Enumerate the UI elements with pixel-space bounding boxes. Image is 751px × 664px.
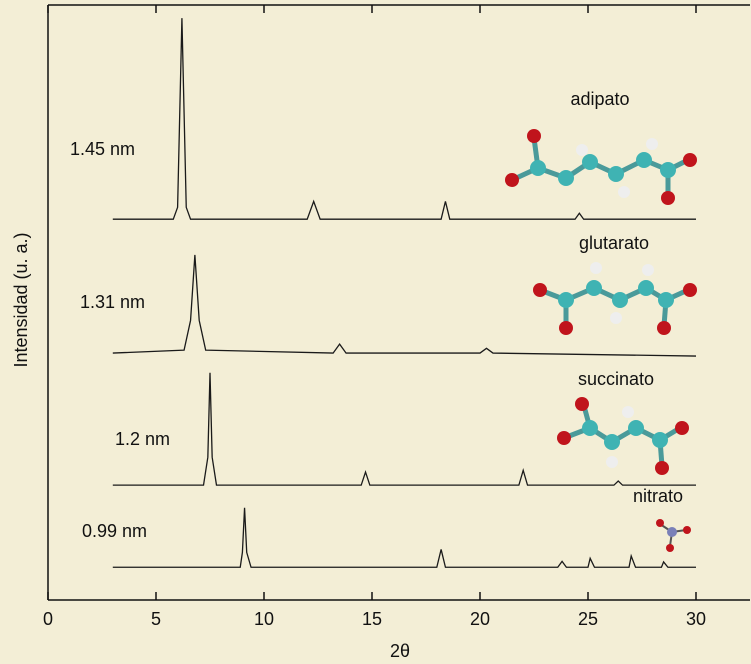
trace-name: adipato bbox=[570, 89, 629, 109]
x-tick-label: 10 bbox=[254, 609, 274, 629]
d-spacing-label: 1.2 nm bbox=[115, 429, 170, 449]
trace-name: glutarato bbox=[579, 233, 649, 253]
chart: Intensidad (u. a.) 2θ 0 5 10 15 20 25 30 adipat… bbox=[0, 0, 751, 664]
x-axis-label: 2θ bbox=[390, 641, 410, 661]
d-spacing-label: 1.45 nm bbox=[70, 139, 135, 159]
background bbox=[0, 0, 751, 664]
y-axis-label: Intensidad (u. a.) bbox=[11, 232, 31, 367]
d-spacing-label: 0.99 nm bbox=[82, 521, 147, 541]
x-tick-label: 20 bbox=[470, 609, 490, 629]
trace-name: succinato bbox=[578, 369, 654, 389]
d-spacing-label: 1.31 nm bbox=[80, 292, 145, 312]
x-tick-label: 30 bbox=[686, 609, 706, 629]
x-tick-label: 0 bbox=[43, 609, 53, 629]
trace-name: nitrato bbox=[633, 486, 683, 506]
x-tick-label: 5 bbox=[151, 609, 161, 629]
x-tick-label: 15 bbox=[362, 609, 382, 629]
x-tick-label: 25 bbox=[578, 609, 598, 629]
